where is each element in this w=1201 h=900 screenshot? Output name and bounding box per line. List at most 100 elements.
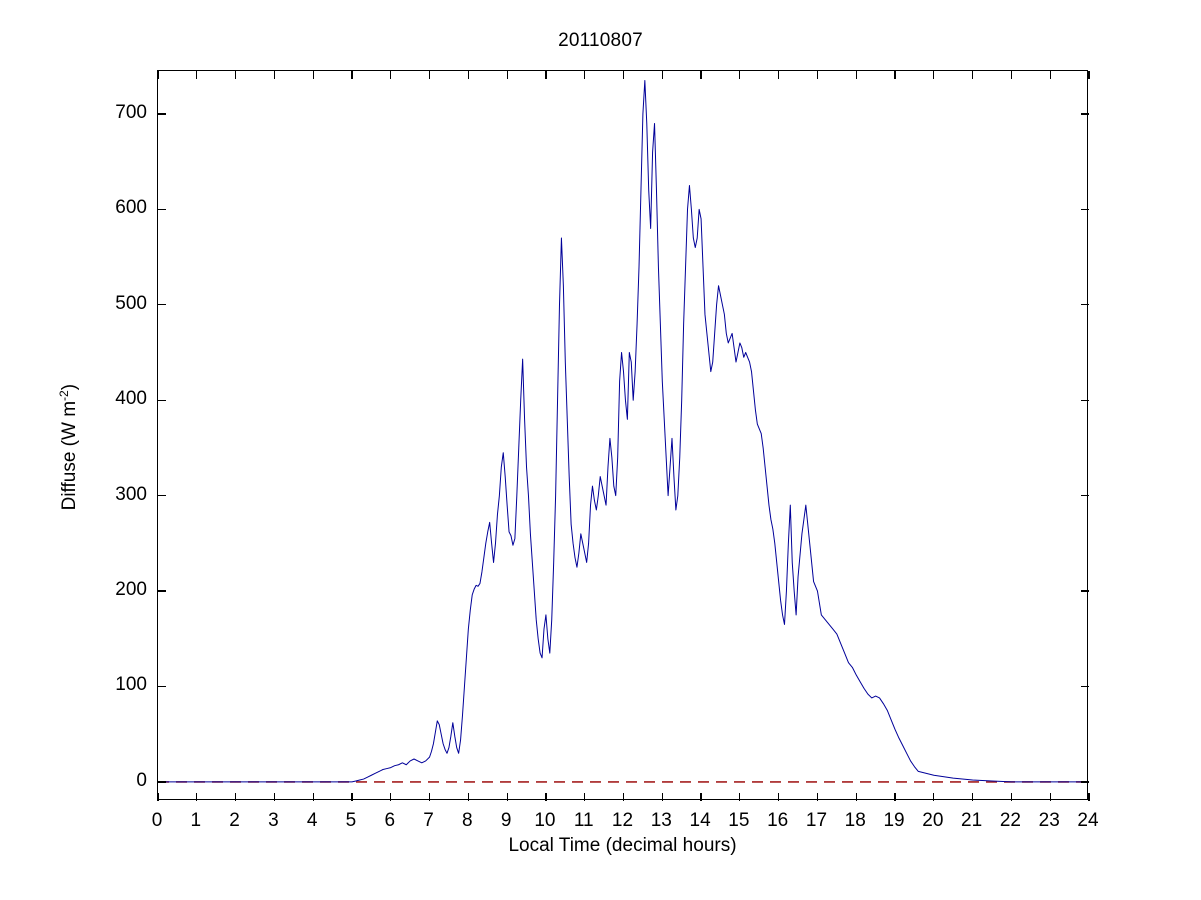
x-tick-10 — [545, 793, 547, 801]
x-tick-5 — [351, 793, 353, 801]
x-tick-top-9 — [506, 71, 508, 79]
x-tick-20 — [933, 793, 935, 801]
x-tick-8 — [467, 793, 469, 801]
x-tick-top-12 — [622, 71, 625, 79]
x-tick-label-16: 16 — [767, 810, 789, 831]
data-series-group — [158, 80, 1089, 783]
x-tick-label-12: 12 — [611, 810, 634, 831]
y-axis-label: Diffuse (W m-2) — [57, 347, 81, 547]
x-tick-top-1 — [196, 71, 198, 79]
x-tick-22 — [1010, 793, 1012, 801]
x-tick-top-19 — [894, 71, 896, 79]
x-tick-top-17 — [816, 71, 819, 79]
diffuse-irradiance-line — [158, 80, 1089, 783]
y-tick-label-500: 500 — [115, 292, 147, 314]
x-tick-24 — [1088, 793, 1090, 801]
x-tick-label-24: 24 — [1077, 810, 1099, 831]
y-tick-700 — [158, 113, 166, 115]
x-tick-16 — [778, 793, 780, 801]
x-tick-top-18 — [855, 71, 857, 79]
x-tick-17 — [816, 793, 819, 801]
x-tick-top-20 — [933, 71, 935, 79]
chart-title: 20110807 — [558, 30, 643, 51]
x-tick-label-23: 23 — [1038, 810, 1060, 831]
y-tick-600 — [158, 208, 166, 210]
y-tick-label-100: 100 — [115, 674, 147, 696]
x-tick-2 — [234, 793, 237, 801]
y-tick-0 — [158, 781, 166, 783]
x-tick-label-18: 18 — [844, 810, 866, 831]
x-tick-11 — [584, 793, 586, 801]
x-tick-1 — [196, 793, 198, 801]
x-tick-top-0 — [157, 71, 159, 79]
x-tick-7 — [428, 793, 431, 801]
x-tick-label-22: 22 — [999, 810, 1021, 831]
y-axis-label-text: Diffuse (W m — [59, 400, 81, 511]
x-tick-12 — [622, 793, 625, 801]
x-tick-top-3 — [273, 71, 275, 79]
x-tick-18 — [855, 793, 857, 801]
y-tick-label-600: 600 — [115, 197, 147, 219]
x-tick-top-8 — [467, 71, 469, 79]
x-tick-label-7: 7 — [423, 810, 434, 831]
x-axis-label: Local Time (decimal hours) — [508, 835, 737, 856]
x-tick-top-4 — [312, 71, 314, 79]
x-tick-top-21 — [972, 71, 974, 79]
y-tick-right-100 — [1081, 685, 1089, 688]
y-tick-right-400 — [1081, 399, 1089, 401]
x-tick-label-9: 9 — [500, 810, 512, 831]
x-tick-top-10 — [545, 71, 547, 79]
x-tick-label-13: 13 — [650, 810, 672, 831]
x-tick-label-15: 15 — [728, 810, 750, 831]
x-tick-label-11: 11 — [573, 810, 594, 831]
x-tick-top-14 — [700, 71, 702, 79]
x-tick-label-1: 1 — [190, 810, 202, 831]
y-tick-label-200: 200 — [115, 579, 147, 601]
y-tick-label-300: 300 — [115, 483, 147, 505]
x-tick-top-24 — [1088, 71, 1090, 79]
plot-area — [157, 70, 1090, 801]
y-axis-label-exponent: -2 — [56, 390, 71, 401]
x-tick-top-15 — [739, 71, 741, 79]
plot-svg — [158, 80, 1089, 783]
y-tick-200 — [158, 590, 166, 592]
x-tick-top-16 — [778, 71, 780, 79]
y-tick-right-700 — [1081, 113, 1089, 115]
x-tick-label-19: 19 — [883, 810, 905, 831]
x-tick-label-5: 5 — [345, 810, 357, 831]
y-tick-label-400: 400 — [115, 388, 147, 410]
x-tick-label-14: 14 — [689, 810, 711, 831]
x-tick-top-22 — [1010, 71, 1012, 79]
x-tick-23 — [1049, 793, 1051, 801]
y-tick-right-0 — [1081, 781, 1089, 783]
y-tick-right-600 — [1081, 208, 1089, 210]
x-tick-4 — [312, 793, 314, 801]
x-tick-label-0: 0 — [151, 810, 163, 831]
x-tick-top-2 — [234, 71, 237, 79]
x-tick-label-17: 17 — [805, 810, 828, 831]
y-tick-right-200 — [1081, 590, 1089, 592]
x-tick-top-5 — [351, 71, 353, 79]
y-tick-label-700: 700 — [115, 101, 147, 123]
y-tick-400 — [158, 399, 166, 401]
x-tick-label-2: 2 — [229, 810, 240, 831]
x-tick-top-13 — [661, 71, 663, 79]
y-tick-right-500 — [1081, 304, 1089, 306]
x-tick-top-7 — [428, 71, 431, 79]
x-tick-21 — [972, 793, 974, 801]
y-tick-right-300 — [1081, 495, 1089, 497]
y-tick-500 — [158, 304, 166, 306]
x-tick-6 — [390, 793, 392, 801]
x-tick-label-21: 21 — [961, 810, 983, 831]
x-tick-label-3: 3 — [268, 810, 279, 831]
x-tick-top-23 — [1049, 71, 1051, 79]
x-tick-13 — [661, 793, 663, 801]
x-tick-label-8: 8 — [462, 810, 473, 831]
x-tick-14 — [700, 793, 702, 801]
x-tick-top-11 — [584, 71, 586, 79]
x-tick-9 — [506, 793, 508, 801]
x-tick-15 — [739, 793, 741, 801]
x-tick-label-20: 20 — [922, 810, 944, 831]
x-tick-top-6 — [390, 71, 392, 79]
